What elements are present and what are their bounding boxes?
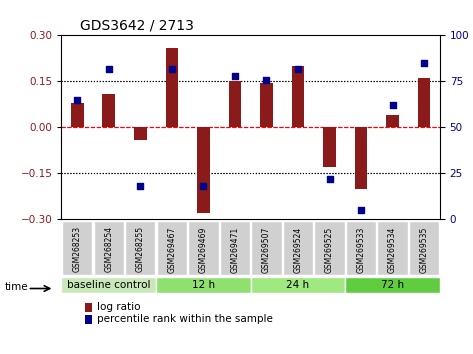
Bar — [260, 83, 273, 127]
Point — [326, 176, 333, 182]
Text: GSM269524: GSM269524 — [293, 226, 303, 273]
Text: GSM269469: GSM269469 — [199, 226, 208, 273]
Point — [357, 207, 365, 213]
FancyBboxPatch shape — [346, 221, 376, 275]
FancyBboxPatch shape — [345, 277, 440, 293]
Point — [168, 66, 175, 72]
FancyBboxPatch shape — [283, 221, 313, 275]
Point — [420, 60, 428, 66]
Point — [294, 66, 302, 72]
FancyBboxPatch shape — [220, 221, 250, 275]
Bar — [228, 81, 241, 127]
FancyBboxPatch shape — [157, 221, 187, 275]
Text: 24 h: 24 h — [287, 280, 309, 290]
Text: GSM269471: GSM269471 — [230, 226, 239, 273]
Point — [105, 66, 113, 72]
Text: GSM269467: GSM269467 — [167, 226, 176, 273]
Text: log ratio: log ratio — [97, 302, 140, 312]
Text: GDS3642 / 2713: GDS3642 / 2713 — [80, 19, 194, 33]
Text: GSM269533: GSM269533 — [357, 226, 366, 273]
FancyBboxPatch shape — [188, 221, 219, 275]
Text: GSM268253: GSM268253 — [73, 226, 82, 272]
Text: GSM269507: GSM269507 — [262, 226, 271, 273]
Point — [231, 73, 239, 79]
Bar — [323, 127, 336, 167]
Bar — [418, 78, 430, 127]
FancyBboxPatch shape — [315, 221, 345, 275]
FancyBboxPatch shape — [125, 221, 156, 275]
Point — [200, 183, 207, 189]
FancyBboxPatch shape — [377, 221, 408, 275]
FancyBboxPatch shape — [62, 221, 92, 275]
Bar — [386, 115, 399, 127]
Text: 72 h: 72 h — [381, 280, 404, 290]
FancyBboxPatch shape — [94, 221, 124, 275]
FancyBboxPatch shape — [61, 277, 156, 293]
FancyBboxPatch shape — [251, 277, 345, 293]
Point — [263, 77, 270, 82]
FancyBboxPatch shape — [409, 221, 439, 275]
Bar — [103, 94, 115, 127]
Text: percentile rank within the sample: percentile rank within the sample — [97, 314, 273, 324]
Bar — [292, 66, 304, 127]
Bar — [71, 103, 84, 127]
Text: GSM269534: GSM269534 — [388, 226, 397, 273]
Text: GSM269535: GSM269535 — [420, 226, 429, 273]
Bar — [134, 127, 147, 140]
Point — [73, 97, 81, 103]
Text: baseline control: baseline control — [67, 280, 150, 290]
FancyBboxPatch shape — [156, 277, 251, 293]
Bar — [166, 48, 178, 127]
Point — [137, 183, 144, 189]
Text: GSM268255: GSM268255 — [136, 226, 145, 272]
Bar — [197, 127, 210, 213]
Text: GSM268254: GSM268254 — [104, 226, 114, 272]
FancyBboxPatch shape — [251, 221, 281, 275]
Text: 12 h: 12 h — [192, 280, 215, 290]
Text: GSM269525: GSM269525 — [325, 226, 334, 273]
Point — [389, 103, 396, 108]
Bar — [355, 127, 368, 189]
Text: time: time — [5, 282, 28, 292]
